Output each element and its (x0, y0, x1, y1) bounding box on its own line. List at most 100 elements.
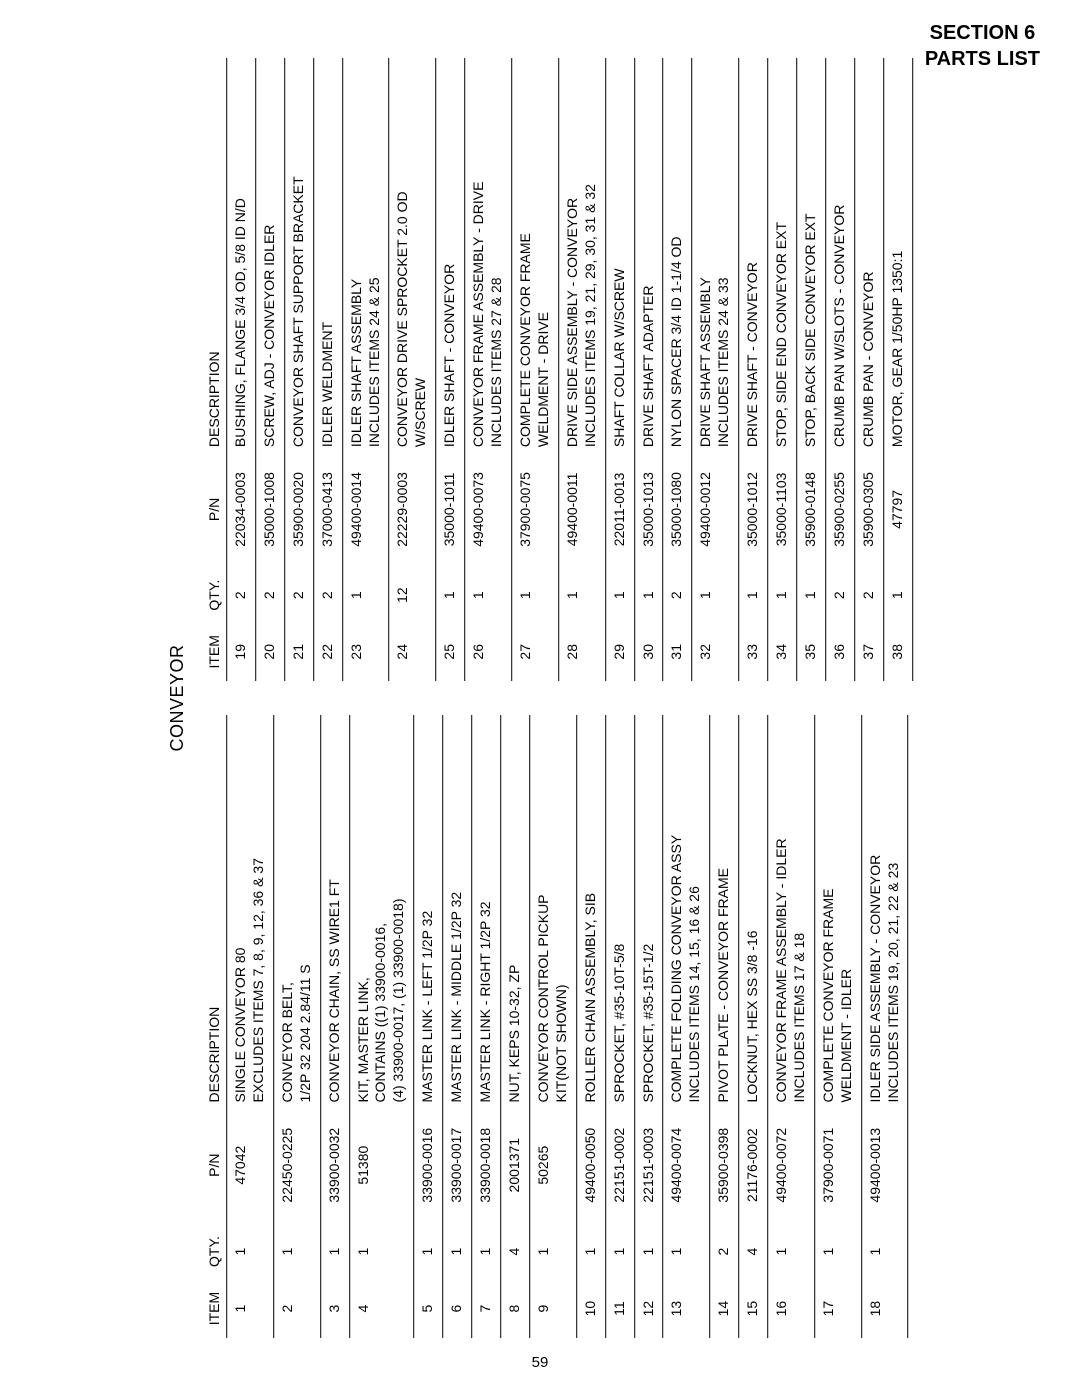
cell-pn: 35000-1013 (634, 451, 663, 568)
col-header-desc: DESCRIPTION (202, 58, 227, 451)
cell-qty: 1 (465, 568, 512, 623)
table-row: 27137900-0075COMPLETE CONVEYOR FRAMEWELD… (512, 58, 559, 681)
cell-desc: STOP, SIDE END CONVEYOR EXT (768, 58, 797, 451)
cell-qty: 1 (861, 1224, 908, 1279)
table-row: 26149400-0073CONVEYOR FRAME ASSEMBLY - D… (465, 58, 512, 681)
cell-item: 35 (797, 623, 826, 681)
cell-desc: DRIVE SHAFT ADAPTER (634, 58, 663, 451)
cell-desc: DRIVE SIDE ASSEMBLY - CONVEYORINCLUDES I… (559, 58, 606, 451)
cell-desc: MOTOR, GEAR 1/50HP 1350:1 (883, 58, 912, 451)
left-column: ITEM QTY. P/N DESCRIPTION 1147042SINGLE … (202, 715, 913, 1338)
section-title: PARTS LIST (925, 46, 1040, 72)
cell-desc: CONVEYOR BELT,1/2P 32 204 2.84/11 S (274, 715, 321, 1106)
cell-pn: 33900-0017 (443, 1106, 472, 1224)
cell-item: 8 (501, 1279, 530, 1338)
cell-pn: 51380 (349, 1106, 414, 1224)
right-column: ITEM QTY. P/N DESCRIPTION 19222034-0003B… (202, 58, 913, 681)
cell-item: 13 (663, 1279, 710, 1338)
cell-qty: 1 (342, 568, 389, 623)
cell-desc: NUT, KEPS 10-32, ZP (501, 715, 530, 1106)
cell-pn: 50265 (530, 1106, 577, 1224)
table-columns: ITEM QTY. P/N DESCRIPTION 1147042SINGLE … (202, 58, 913, 1338)
cell-item: 20 (256, 623, 285, 681)
cell-qty: 1 (559, 568, 606, 623)
cell-qty: 1 (797, 568, 826, 623)
cell-pn: 49400-0013 (861, 1106, 908, 1224)
cell-pn: 22011-0013 (605, 451, 634, 568)
cell-desc: CRUMB PAN - CONVEYOR (854, 58, 883, 451)
table-row: 12122151-0003SPROCKET, #35-15T-1/2 (634, 715, 663, 1338)
col-header-qty: QTY. (202, 1224, 227, 1279)
table-row: 6133900-0017MASTER LINK - MIDDLE 1/2P 32 (443, 715, 472, 1338)
table-row: 34135000-1103STOP, SIDE END CONVEYOR EXT (768, 58, 797, 681)
table-row: 14235900-0398PIVOT PLATE - CONVEYOR FRAM… (710, 715, 739, 1338)
table-row: 4151380KIT, MASTER LINK,CONTAINS ((1) 33… (349, 715, 414, 1338)
col-header-item: ITEM (202, 1279, 227, 1338)
cell-item: 16 (768, 1279, 815, 1338)
cell-desc: SPROCKET, #35-10T-5/8 (605, 715, 634, 1106)
cell-pn: 22151-0002 (605, 1106, 634, 1224)
cell-desc: DRIVE SHAFT ASSEMBLYINCLUDES ITEMS 24 & … (692, 58, 739, 451)
table-row: 32149400-0012DRIVE SHAFT ASSEMBLYINCLUDE… (692, 58, 739, 681)
cell-item: 14 (710, 1279, 739, 1338)
section-header: SECTION 6 PARTS LIST (925, 20, 1040, 72)
cell-desc: SPROCKET, #35-15T-1/2 (634, 715, 663, 1106)
cell-pn: 2001371 (501, 1106, 530, 1224)
cell-pn: 47797 (883, 451, 912, 568)
cell-qty: 1 (768, 1224, 815, 1279)
cell-item: 30 (634, 623, 663, 681)
cell-item: 36 (826, 623, 855, 681)
table-row: 5133900-0016MASTER LINK - LEFT 1/2P 32 (414, 715, 443, 1338)
table-row: 19222034-0003BUSHING, FLANGE 3/4 OD, 5/8… (227, 58, 256, 681)
table-row: 1147042SINGLE CONVEYOR 80EXCLUDES ITEMS … (227, 715, 274, 1338)
cell-qty: 1 (436, 568, 465, 623)
table-row: 17137900-0071COMPLETE CONVEYOR FRAMEWELD… (815, 715, 862, 1338)
cell-item: 32 (692, 623, 739, 681)
col-header-pn: P/N (202, 451, 227, 568)
table-header-row: ITEM QTY. P/N DESCRIPTION (202, 58, 227, 681)
cell-desc: DRIVE SHAFT - CONVEYOR (739, 58, 768, 451)
cell-qty: 1 (663, 1224, 710, 1279)
table-row: 842001371NUT, KEPS 10-32, ZP (501, 715, 530, 1338)
cell-pn: 33900-0016 (414, 1106, 443, 1224)
cell-item: 26 (465, 623, 512, 681)
cell-desc: MASTER LINK - RIGHT 1/2P 32 (472, 715, 501, 1106)
parts-table-right: ITEM QTY. P/N DESCRIPTION 19222034-0003B… (202, 58, 913, 681)
cell-pn: 35000-1011 (436, 451, 465, 568)
table-row: 21235900-0020CONVEYOR SHAFT SUPPORT BRAC… (285, 58, 314, 681)
cell-qty: 1 (883, 568, 912, 623)
cell-desc: KIT, MASTER LINK,CONTAINS ((1) 33900-001… (349, 715, 414, 1106)
cell-item: 29 (605, 623, 634, 681)
col-header-item: ITEM (202, 623, 227, 681)
cell-pn: 35000-1008 (256, 451, 285, 568)
cell-pn: 49400-0012 (692, 451, 739, 568)
parts-table-left: ITEM QTY. P/N DESCRIPTION 1147042SINGLE … (202, 715, 908, 1338)
cell-pn: 35000-1103 (768, 451, 797, 568)
table-row: 15421176-0002LOCKNUT, HEX SS 3/8 -16 (739, 715, 768, 1338)
cell-item: 12 (634, 1279, 663, 1338)
cell-desc: MASTER LINK - LEFT 1/2P 32 (414, 715, 443, 1106)
cell-item: 19 (227, 623, 256, 681)
table-row: 22237000-0413IDLER WELDMENT (313, 58, 342, 681)
cell-item: 10 (576, 1279, 605, 1338)
cell-desc: COMPLETE FOLDING CONVEYOR ASSYINCLUDES I… (663, 715, 710, 1106)
cell-qty: 1 (349, 1224, 414, 1279)
cell-pn: 35900-0020 (285, 451, 314, 568)
cell-desc: CONVEYOR DRIVE SPROCKET 2.0 ODW/SCREW (389, 58, 436, 451)
cell-qty: 1 (692, 568, 739, 623)
cell-pn: 47042 (227, 1106, 274, 1224)
cell-qty: 2 (285, 568, 314, 623)
cell-pn: 49400-0073 (465, 451, 512, 568)
cell-qty: 1 (576, 1224, 605, 1279)
cell-item: 37 (854, 623, 883, 681)
cell-item: 17 (815, 1279, 862, 1338)
cell-item: 28 (559, 623, 606, 681)
cell-desc: SHAFT COLLAR W/SCREW (605, 58, 634, 451)
table-row: 35135900-0148STOP, BACK SIDE CONVEYOR EX… (797, 58, 826, 681)
table-row: 10149400-0050ROLLER CHAIN ASSEMBLY, SIB (576, 715, 605, 1338)
col-header-desc: DESCRIPTION (202, 715, 227, 1106)
cell-qty: 4 (501, 1224, 530, 1279)
cell-item: 34 (768, 623, 797, 681)
cell-qty: 2 (227, 568, 256, 623)
cell-qty: 1 (227, 1224, 274, 1279)
